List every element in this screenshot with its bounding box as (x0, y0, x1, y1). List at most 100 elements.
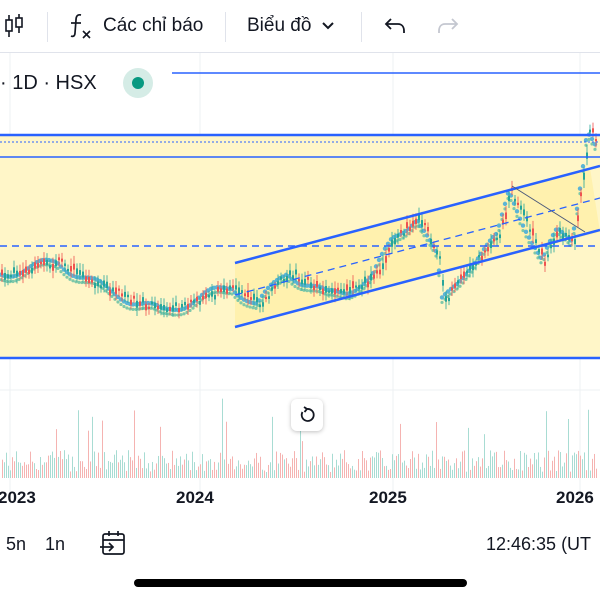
candle-body (64, 263, 66, 267)
candle-body (574, 239, 576, 245)
candle-body (526, 216, 528, 222)
volume-bar (440, 468, 441, 478)
volume-bar (170, 469, 171, 478)
symbol-info[interactable]: · 1D · HSX (0, 69, 97, 97)
volume-bar (226, 421, 227, 478)
volume-bar (242, 468, 243, 478)
candle-body (316, 280, 318, 287)
candle-body (331, 288, 333, 294)
candle-body (298, 278, 300, 282)
cloud-dot (524, 235, 528, 239)
volume-bar (546, 411, 547, 478)
candle-body (130, 299, 132, 305)
candle-body (487, 247, 489, 252)
volume-bar (288, 463, 289, 478)
volume-bar (36, 469, 37, 478)
volume-bar (262, 469, 263, 478)
volume-bar (316, 456, 317, 478)
candle-body (547, 254, 549, 258)
cloud-dot (259, 293, 265, 298)
indicators-button[interactable]: Các chỉ báo (68, 0, 203, 52)
volume-bar (68, 454, 69, 478)
range-button-5n[interactable]: 5n (6, 534, 27, 554)
volume-bar (436, 422, 437, 478)
volume-bar (512, 470, 513, 478)
volume-bar (570, 471, 571, 478)
channel-upper-line[interactable] (234, 164, 600, 265)
candle-body (286, 275, 288, 282)
volume-bar (204, 470, 205, 478)
cloud-dot (527, 240, 531, 245)
trend-lines[interactable] (0, 72, 600, 360)
cloud-dot (580, 164, 586, 169)
candle-body (100, 285, 102, 289)
time-axis-label: 2026 (556, 488, 594, 507)
candle-body (109, 289, 111, 296)
volume-bar (460, 461, 461, 478)
candle-body (451, 287, 453, 291)
volume-bar (432, 450, 433, 478)
candle-body (394, 238, 396, 245)
volume-bar (428, 456, 429, 478)
time-axis-label: 2024 (176, 488, 214, 507)
cloud-dot (125, 306, 129, 310)
channel-lower-line[interactable] (234, 228, 600, 329)
cloud-dot (421, 228, 427, 233)
volume-bar (510, 467, 511, 478)
volume-bar (144, 452, 145, 478)
volume-bar (44, 462, 45, 478)
volume-bar (502, 464, 503, 478)
volume-bar (534, 452, 535, 478)
candle-body (484, 250, 486, 253)
volume-bar (304, 471, 305, 478)
chart-clock[interactable]: 12:46:35 (UT (486, 534, 592, 554)
candle-body (325, 285, 327, 293)
volume-bar (582, 459, 583, 478)
candle-body (280, 276, 282, 280)
candle-body (520, 205, 522, 210)
volume-bar (106, 469, 107, 478)
price-chart[interactable] (0, 53, 600, 498)
date-range-button[interactable] (98, 528, 128, 558)
candle-body (322, 288, 324, 295)
volume-bar (14, 461, 15, 478)
chart-canvas[interactable] (0, 53, 600, 498)
chart-type-dropdown[interactable]: Biểu đồ (247, 0, 335, 52)
volume-bar (292, 458, 293, 478)
redo-button[interactable] (436, 0, 460, 52)
cloud-dot (110, 294, 114, 298)
volume-bar (6, 452, 7, 478)
candle-body (46, 259, 48, 265)
reset-chart-button[interactable] (291, 399, 323, 431)
volume-bar (318, 464, 319, 478)
chart-style-button[interactable] (4, 0, 26, 52)
volume-bar (518, 469, 519, 478)
redo-icon (438, 18, 459, 33)
diagonal-drawing-line[interactable] (511, 185, 586, 233)
candle-body (229, 285, 231, 290)
symbol-interval-text: · 1D · HSX (0, 71, 97, 94)
candle-body (370, 273, 372, 281)
volume-bar (374, 457, 375, 478)
volume-bar (132, 460, 133, 478)
volume-bar (166, 463, 167, 478)
volume-bar (266, 471, 267, 478)
volume-bar (84, 466, 85, 478)
volume-bar (356, 470, 357, 478)
candle-body (148, 306, 150, 309)
candle-body (355, 285, 357, 288)
volume-bar (154, 469, 155, 478)
range-button-1n[interactable]: 1n (45, 534, 66, 554)
volume-bar (398, 454, 399, 478)
cloud-dot (254, 306, 258, 310)
cloud-dot (422, 234, 426, 238)
undo-button[interactable] (383, 0, 407, 52)
candle-body (565, 232, 567, 237)
volume-bar (504, 450, 505, 478)
candle-body (166, 308, 168, 313)
cloud-dot (293, 284, 297, 289)
candle-body (445, 296, 447, 302)
channel-mid-line[interactable] (234, 197, 600, 296)
volume-bar (478, 457, 479, 478)
cloud-dot (493, 231, 499, 237)
